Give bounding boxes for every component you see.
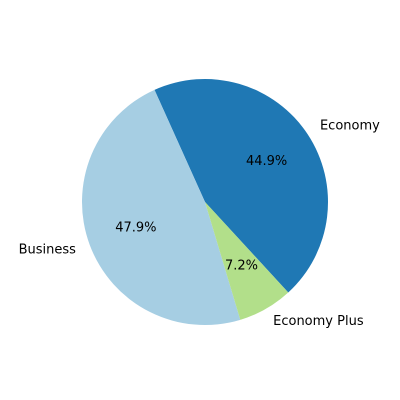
slice-label-economy-plus: Economy Plus — [273, 314, 364, 329]
pie-slice-economy — [154, 79, 328, 293]
slice-label-business: Business — [19, 243, 77, 258]
slice-label-economy: Economy — [320, 119, 380, 134]
pie-slice-business — [82, 89, 241, 325]
pie-slice-economy-plus — [205, 202, 289, 320]
slice-percent-economy-plus: 7.2% — [225, 259, 258, 274]
slice-percent-economy: 44.9% — [246, 154, 287, 169]
slice-percent-business: 47.9% — [115, 220, 156, 235]
